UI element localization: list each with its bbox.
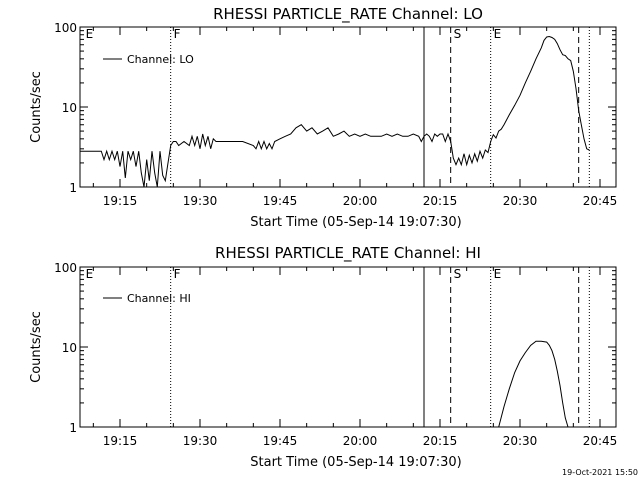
y-tick-label: 100: [54, 21, 77, 35]
x-tick-label: 19:30: [183, 434, 218, 448]
marker-label: E: [86, 267, 94, 281]
series-line: [498, 340, 569, 427]
x-axis-label: Start Time (05-Sep-14 19:07:30): [250, 215, 461, 230]
x-tick-label: 19:30: [183, 194, 218, 208]
x-tick-label: 19:15: [103, 194, 138, 208]
plot-frame: [79, 266, 617, 428]
x-tick-label: 20:45: [583, 194, 618, 208]
marker-label: E: [494, 27, 502, 41]
timestamp: 19-Oct-2021 15:50: [562, 468, 638, 477]
series-line: [80, 35, 590, 187]
y-tick-label: 1: [69, 181, 77, 195]
x-tick-label: 20:15: [423, 434, 458, 448]
x-axis-label: Start Time (05-Sep-14 19:07:30): [250, 455, 461, 470]
x-tick-label: 19:15: [103, 434, 138, 448]
y-axis-label: Counts/sec: [29, 311, 44, 383]
marker-label: S: [454, 27, 462, 41]
x-tick-label: 20:30: [503, 434, 538, 448]
x-tick-label: 20:00: [343, 434, 378, 448]
y-axis-label: Counts/sec: [29, 71, 44, 143]
x-tick-label: 19:45: [263, 194, 298, 208]
y-tick-label: 1: [69, 421, 77, 435]
legend-entry: Channel: HI: [127, 292, 191, 305]
y-tick-label: 10: [62, 101, 77, 115]
legend-entry: Channel: LO: [127, 53, 194, 66]
x-tick-label: 20:45: [583, 434, 618, 448]
chart-title: RHESSI PARTICLE_RATE Channel: LO: [213, 5, 483, 24]
x-tick-label: 20:30: [503, 194, 538, 208]
marker-label: S: [454, 267, 462, 281]
marker-label: F: [174, 267, 181, 281]
panel-lo: RHESSI PARTICLE_RATE Channel: LO Counts/s…: [29, 5, 617, 230]
x-tick-label: 19:45: [263, 434, 298, 448]
chart-title: RHESSI PARTICLE_RATE Channel: HI: [215, 244, 481, 263]
x-tick-label: 20:00: [343, 194, 378, 208]
x-tick-label: 20:15: [423, 194, 458, 208]
panel-hi: RHESSI PARTICLE_RATE Channel: HI Counts/s…: [29, 244, 617, 470]
y-tick-label: 10: [62, 341, 77, 355]
marker-label: F: [174, 27, 181, 41]
marker-label: E: [86, 27, 94, 41]
marker-label: E: [494, 267, 502, 281]
y-tick-label: 100: [54, 261, 77, 275]
plot-frame: [79, 26, 617, 188]
